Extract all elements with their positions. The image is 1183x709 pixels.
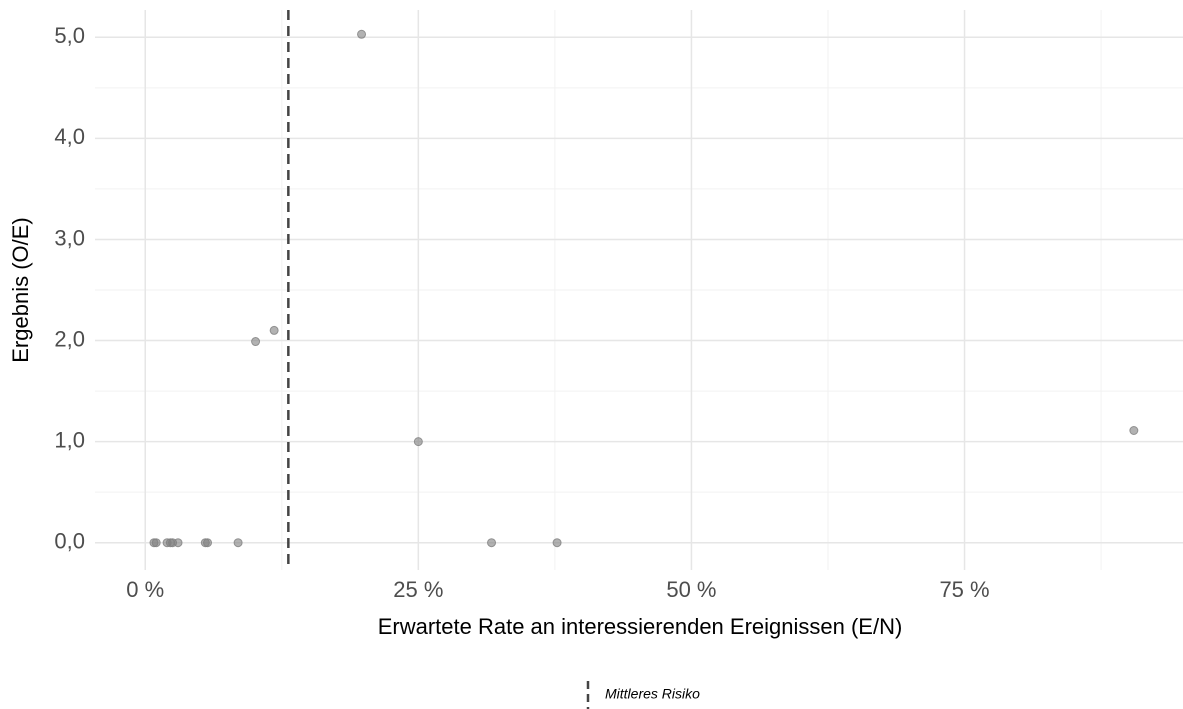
y-tick-label: 3,0 [54,225,85,250]
point [173,538,183,548]
y-tick-label: 5,0 [54,23,85,48]
point [357,29,367,39]
y-axis-title: Ergebnis (O/E) [8,217,33,363]
y-tick-label: 1,0 [54,427,85,452]
y-tick-label: 2,0 [54,326,85,351]
legend-label: Mittleres Risiko [605,686,700,702]
point [203,538,213,548]
point [413,437,423,447]
point [269,325,279,335]
point [1129,426,1139,436]
point [487,538,497,548]
x-tick-label: 75 % [939,577,989,602]
point [552,538,562,548]
point [233,538,243,548]
y-tick-label: 4,0 [54,124,85,149]
x-tick-label: 25 % [393,577,443,602]
y-tick-label: 0,0 [54,529,85,554]
x-tick-label: 50 % [666,577,716,602]
x-axis-title: Erwartete Rate an interessierenden Ereig… [378,614,903,639]
point [251,337,261,347]
point [151,538,161,548]
x-tick-label: 0 % [126,577,164,602]
